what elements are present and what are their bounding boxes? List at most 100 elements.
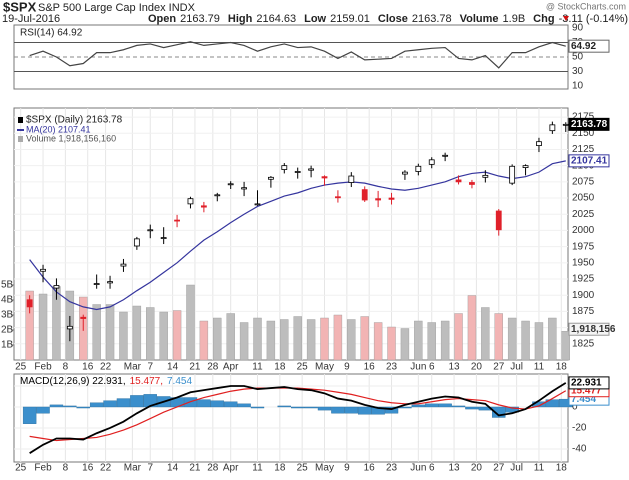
quote-label: Volume <box>460 13 499 25</box>
macd-line <box>29 382 567 454</box>
x-tick-label: Jun <box>410 463 426 474</box>
x-tick-label: 7 <box>147 463 153 474</box>
x-tick-label: 14 <box>167 362 179 373</box>
change-arrow <box>563 16 569 21</box>
candle-body <box>495 210 502 231</box>
value-bubble-label: 2163.78 <box>571 119 608 130</box>
quote-value: 1.9B <box>503 13 526 25</box>
macd-legend-part: 7.454 <box>167 376 192 387</box>
x-tick-label: 25 <box>15 362 27 373</box>
candle-body <box>294 171 301 173</box>
volume-bar <box>38 293 48 361</box>
x-tick-label: 18 <box>274 362 286 373</box>
histogram-bar <box>22 406 37 424</box>
candle-body <box>241 187 247 190</box>
y-tick-label: 2125 <box>572 144 595 155</box>
volume-bar <box>414 320 423 361</box>
price-legend: $SPX (Daily) 2163.78 <box>26 115 123 126</box>
x-tick-label: 20 <box>471 463 483 474</box>
y2-tick-label: 5B <box>1 280 14 291</box>
volume-bar <box>440 320 450 361</box>
candle-body <box>66 325 73 330</box>
volume-bar <box>347 319 356 361</box>
x-tick-label: 9 <box>344 362 350 373</box>
candle-body <box>120 263 127 267</box>
volume-bar <box>132 305 142 361</box>
candle-body <box>361 189 368 201</box>
macd-panel <box>13 373 569 463</box>
ma-legend: MA(20) 2107.41 <box>26 124 91 134</box>
candle-body <box>415 165 422 172</box>
candle-body <box>348 175 355 183</box>
x-tick-label: Feb <box>34 463 52 474</box>
candle-body <box>26 299 33 308</box>
x-tick-label: 25 <box>297 362 309 373</box>
volume-bar <box>172 310 182 361</box>
price-panel <box>13 107 569 361</box>
candle-body <box>254 203 261 206</box>
x-tick-label: 13 <box>449 463 461 474</box>
x-tick-label: 25 <box>297 463 309 474</box>
candle-body <box>455 179 462 183</box>
y-tick-label: 2075 <box>572 176 595 187</box>
volume-bar <box>360 316 369 361</box>
quote-label: Close <box>378 13 408 25</box>
y-tick-label: 1900 <box>572 290 595 301</box>
histogram-bar <box>492 406 506 418</box>
volume-bar <box>454 313 463 361</box>
y2-tick-label: 1B <box>1 340 14 351</box>
volume-bar <box>159 311 168 361</box>
value-bubble <box>568 154 610 168</box>
x-tick-label: 23 <box>386 463 398 474</box>
x-tick-label: 25 <box>15 463 27 474</box>
x-tick-label: 27 <box>493 463 505 474</box>
y-tick-label: 2050 <box>572 193 595 204</box>
volume-bar <box>387 326 396 361</box>
x-tick-label: Jul <box>510 362 523 373</box>
histogram-bar <box>223 401 238 408</box>
value-bubble-label: 15.477 <box>571 385 602 396</box>
histogram-bar <box>76 406 90 409</box>
y-tick-label: -20 <box>572 423 587 434</box>
x-tick-label: 16 <box>364 362 376 373</box>
x-tick-label: 18 <box>556 362 568 373</box>
volume-bar <box>266 320 276 361</box>
x-tick-label: Mar <box>124 362 142 373</box>
y-tick-label: 2175 <box>572 112 595 123</box>
volume-bar <box>467 295 477 361</box>
volume-bar <box>226 313 235 361</box>
histogram-bar <box>465 406 479 410</box>
y-tick-label: 2150 <box>572 128 595 139</box>
volume-bar <box>239 322 249 361</box>
quote-value: 2163.78 <box>412 13 452 25</box>
volume-bar <box>92 304 101 361</box>
value-bubble-label: 64.92 <box>571 41 596 52</box>
x-tick-label: 11 <box>534 463 545 474</box>
value-bubble <box>568 376 610 390</box>
candle-body <box>53 285 60 289</box>
x-tick-label: 21 <box>189 463 201 474</box>
histogram-bar <box>36 406 50 414</box>
macd-legend-part: 15.477, <box>130 376 163 387</box>
value-bubble <box>568 322 610 336</box>
x-tick-label: 13 <box>449 362 461 373</box>
y2-tick-label: 3B <box>1 310 14 321</box>
candle-body <box>147 229 154 232</box>
x-tick-label: 20 <box>471 362 483 373</box>
value-bubble-label: 1,918,156 <box>571 324 616 335</box>
quote-value: 2163.79 <box>180 13 220 25</box>
x-tick-label: 11 <box>252 463 263 474</box>
quote-date: 19-Jul-2016 <box>2 13 60 25</box>
histogram-bar <box>250 406 265 409</box>
histogram-bar <box>371 406 385 415</box>
histogram-bar <box>63 405 77 408</box>
histogram-bar <box>331 406 345 414</box>
candle-body <box>200 205 207 208</box>
volume-bar <box>333 314 343 361</box>
candle-body <box>80 316 87 319</box>
candle-body <box>281 165 288 170</box>
quote-label: High <box>228 13 253 25</box>
x-tick-label: May <box>315 362 334 373</box>
candle-body <box>549 124 556 132</box>
value-bubble-label: 7.454 <box>571 394 596 405</box>
